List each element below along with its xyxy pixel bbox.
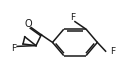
Text: O: O xyxy=(25,19,32,29)
Text: F: F xyxy=(11,44,16,53)
Text: F: F xyxy=(110,47,115,56)
Text: F: F xyxy=(71,13,76,22)
